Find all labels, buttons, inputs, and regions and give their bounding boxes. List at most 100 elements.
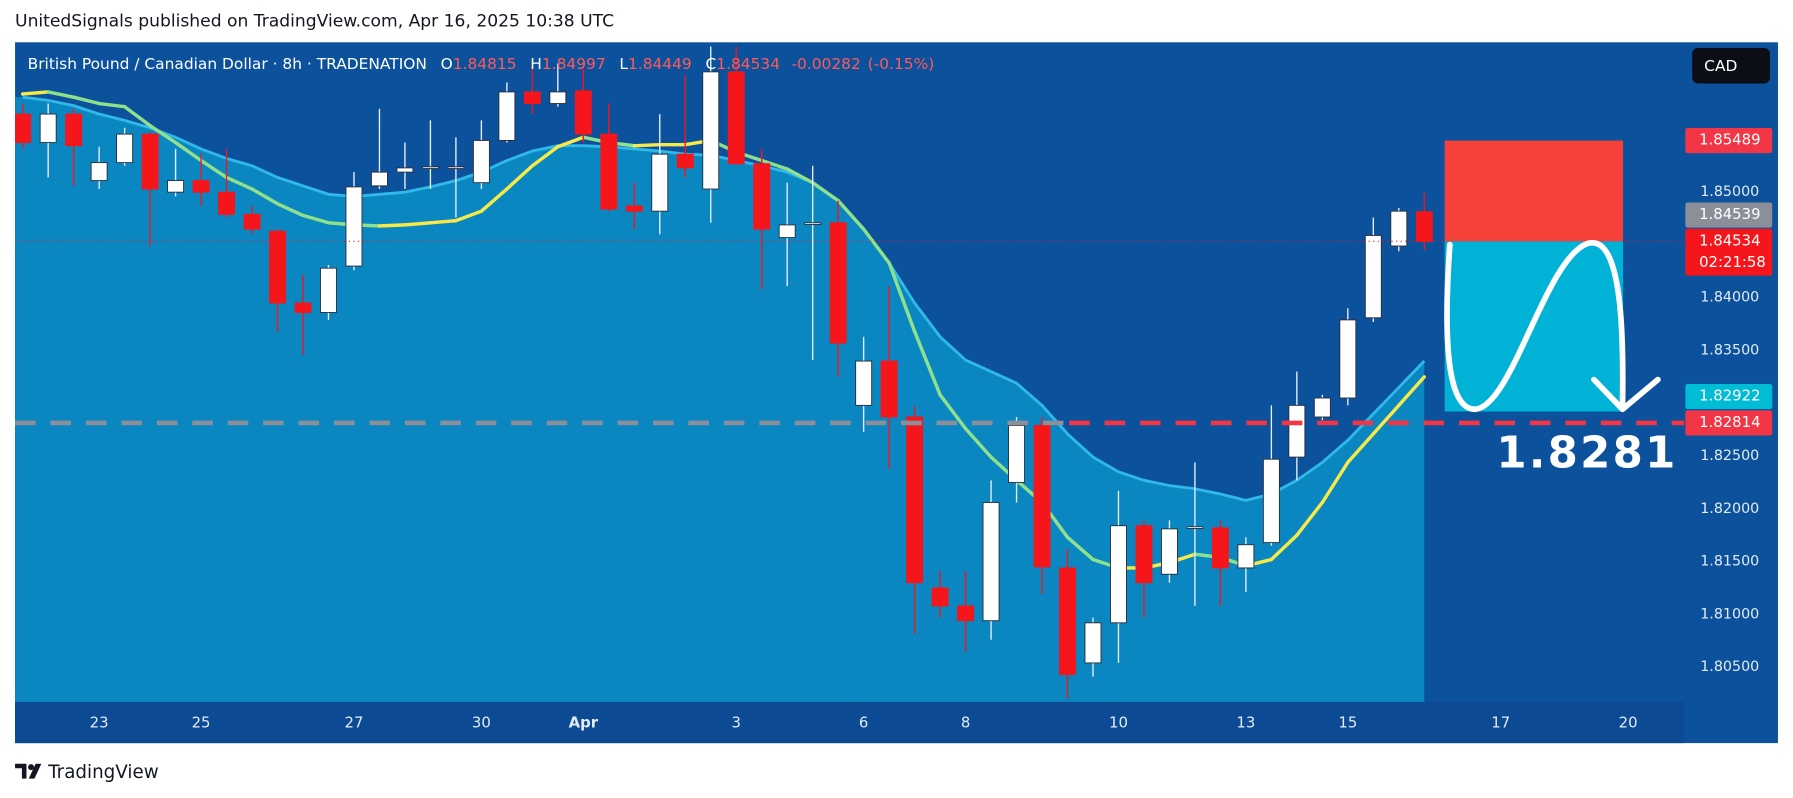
ohlc-key: O <box>441 55 453 73</box>
currency-label: CAD <box>1704 57 1737 75</box>
candle-body <box>243 213 261 230</box>
fast-ma-segment <box>632 142 662 148</box>
candle-body <box>320 267 337 313</box>
candle-body <box>1415 211 1433 242</box>
fast-ma-segment <box>224 175 254 191</box>
ma-area <box>15 97 1425 702</box>
slow-ma-line <box>22 95 1426 502</box>
candle-body <box>472 140 490 184</box>
price-label-box <box>1685 127 1773 154</box>
legend: British Pound / Canadian Dollar · 8h · T… <box>28 55 935 73</box>
candle-body <box>625 205 643 212</box>
candle-body <box>192 180 210 193</box>
x-tick-label: 10 <box>1109 714 1128 732</box>
arrow-head <box>1591 376 1661 413</box>
fast-ma-segment <box>377 223 407 228</box>
price-label-box <box>1685 410 1773 436</box>
candle-body <box>1211 527 1229 569</box>
ohlc-key: L <box>619 55 628 73</box>
candle-body <box>600 133 618 210</box>
fast-ma-segment <box>428 218 458 225</box>
fast-ma-segment <box>454 209 484 223</box>
fast-ma-segment <box>148 123 178 145</box>
logo-dot <box>28 764 35 771</box>
candle-body <box>676 153 694 169</box>
x-tick-label: 15 <box>1338 714 1357 732</box>
fast-ma-segment <box>912 329 942 397</box>
fast-ma-segment <box>46 90 76 99</box>
y-tick-label: 1.83500 <box>1700 342 1759 358</box>
logo-mark <box>15 763 27 779</box>
fast-ma-segment <box>1397 375 1426 408</box>
candle-body <box>65 113 83 147</box>
fast-ma-segment <box>1295 500 1325 537</box>
candle-body <box>880 360 898 418</box>
candle-body <box>727 71 745 165</box>
fast-ma-segment <box>1346 432 1376 465</box>
brand: TradingView <box>47 762 159 783</box>
candle-body <box>855 360 873 406</box>
candle-body <box>574 90 592 135</box>
y-tick-label: 1.81500 <box>1700 554 1759 570</box>
candle-body <box>1339 319 1357 399</box>
y-tick-label: 1.80500 <box>1700 659 1759 675</box>
candle-body <box>294 302 312 313</box>
ohlc-value: 1.84997 <box>542 55 606 73</box>
candle-body <box>116 133 134 164</box>
candle-body <box>370 171 388 187</box>
candle-body <box>702 71 720 190</box>
currency-button[interactable] <box>1692 48 1770 84</box>
candle-body <box>1262 458 1280 544</box>
fast-ma-segment <box>785 167 815 185</box>
overlay: 1.8281 <box>1444 140 1677 479</box>
candle-body <box>753 163 771 230</box>
forecast-arrow <box>1444 239 1626 413</box>
candle-body <box>167 180 185 193</box>
time-axis <box>15 701 1685 744</box>
candle-body <box>778 224 796 239</box>
plot <box>15 46 1685 702</box>
candle-body <box>1033 424 1051 568</box>
x-tick-label: 3 <box>731 714 740 732</box>
candle-body <box>651 153 669 212</box>
candle-body <box>1059 567 1076 675</box>
candle-body <box>1110 525 1127 624</box>
price-label: 1.82814 <box>1699 413 1760 431</box>
y-tick-label: 1.84000 <box>1700 290 1759 306</box>
x-tick-label: 25 <box>192 714 211 732</box>
candle-body <box>1008 424 1026 483</box>
fast-ma-segment <box>20 90 50 96</box>
fast-ma-segment <box>1371 403 1401 436</box>
symbol: British Pound / Canadian Dollar · 8h · T… <box>28 55 427 73</box>
candle-body <box>1364 234 1382 319</box>
fast-ma-segment <box>173 140 203 163</box>
y-tick-label: 1.85000 <box>1700 184 1759 200</box>
x-tick-label: 13 <box>1236 714 1255 732</box>
candle-body <box>15 113 32 144</box>
price-label: 1.84539 <box>1699 205 1760 223</box>
fast-ma-segment <box>861 227 891 265</box>
fast-ma-segment <box>505 164 535 191</box>
x-tick-label: 20 <box>1619 714 1638 732</box>
fast-ma-segment <box>71 95 101 106</box>
price-label-box <box>1685 228 1773 276</box>
level-annotation: 1.8281 <box>1496 429 1677 479</box>
fast-ma-segment <box>887 261 917 334</box>
change: -0.00282 <box>791 55 860 73</box>
candle-body <box>931 587 949 607</box>
price-label-box <box>1685 202 1773 228</box>
ohlc-key: C <box>705 55 716 73</box>
x-tick-label: 27 <box>345 714 364 732</box>
candle-body <box>1186 526 1204 529</box>
candle-body <box>396 167 414 173</box>
fast-ma-segment <box>810 180 840 203</box>
price-label: 1.85489 <box>1699 131 1760 149</box>
footer-logo <box>15 763 42 779</box>
price-label-box <box>1685 384 1773 410</box>
y-tick-label: 1.82000 <box>1700 501 1759 517</box>
candle-body <box>549 91 567 104</box>
logo-mark <box>28 763 42 779</box>
fast-ma-segment <box>938 393 968 431</box>
